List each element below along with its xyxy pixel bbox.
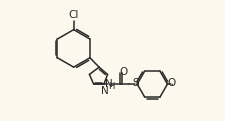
Text: N: N <box>105 79 112 89</box>
Text: H: H <box>108 82 114 91</box>
Text: Cl: Cl <box>68 10 79 20</box>
Text: N: N <box>101 86 108 96</box>
Text: O: O <box>167 78 175 88</box>
Text: S: S <box>132 78 139 88</box>
Text: O: O <box>119 67 127 77</box>
